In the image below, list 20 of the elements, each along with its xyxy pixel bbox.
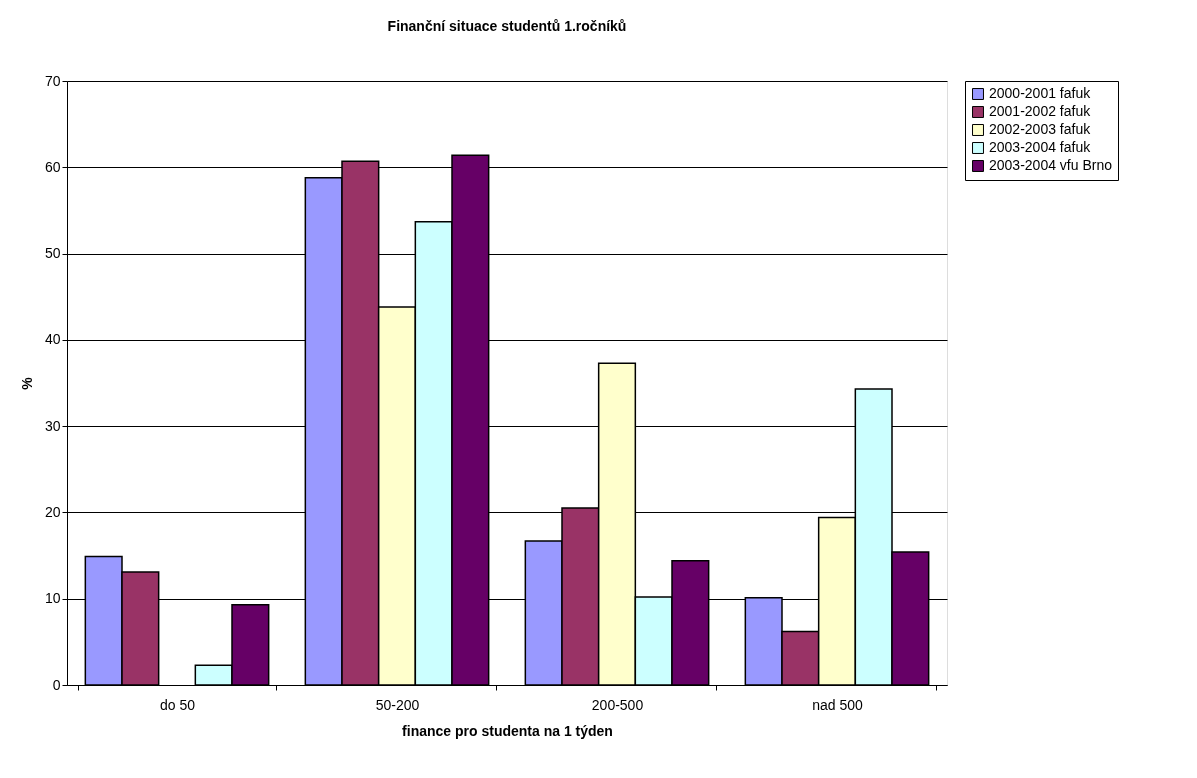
x-tick-label: do 50 <box>159 696 196 713</box>
x-axis-title: finance pro studenta na 1 týden <box>402 722 613 739</box>
y-tick-label: 50 <box>44 245 61 262</box>
legend-label: 2002-2003 fafuk <box>989 121 1092 137</box>
legend-label: 2003-2004 vfu Brno <box>989 157 1113 173</box>
y-tick-label: 70 <box>44 72 61 89</box>
y-tick-label: 20 <box>44 503 61 520</box>
x-tick-label: nad 500 <box>812 696 864 713</box>
y-tick-label: 30 <box>44 417 61 434</box>
y-axis-title: % <box>18 376 35 390</box>
y-tick-label: 60 <box>44 158 61 175</box>
legend-label: 2001-2002 fafuk <box>989 103 1092 119</box>
y-tick-label: 40 <box>44 331 61 348</box>
x-tick-label: 50-200 <box>375 696 420 713</box>
legend-label: 2003-2004 fafuk <box>989 139 1092 155</box>
y-tick-label: 10 <box>44 590 61 607</box>
chart-title: Finanční situace studentů 1.ročníků <box>387 18 627 34</box>
x-tick-label: 200-500 <box>591 696 644 713</box>
y-tick-label: 0 <box>52 676 61 693</box>
legend-label: 2000-2001 fafuk <box>989 85 1092 101</box>
